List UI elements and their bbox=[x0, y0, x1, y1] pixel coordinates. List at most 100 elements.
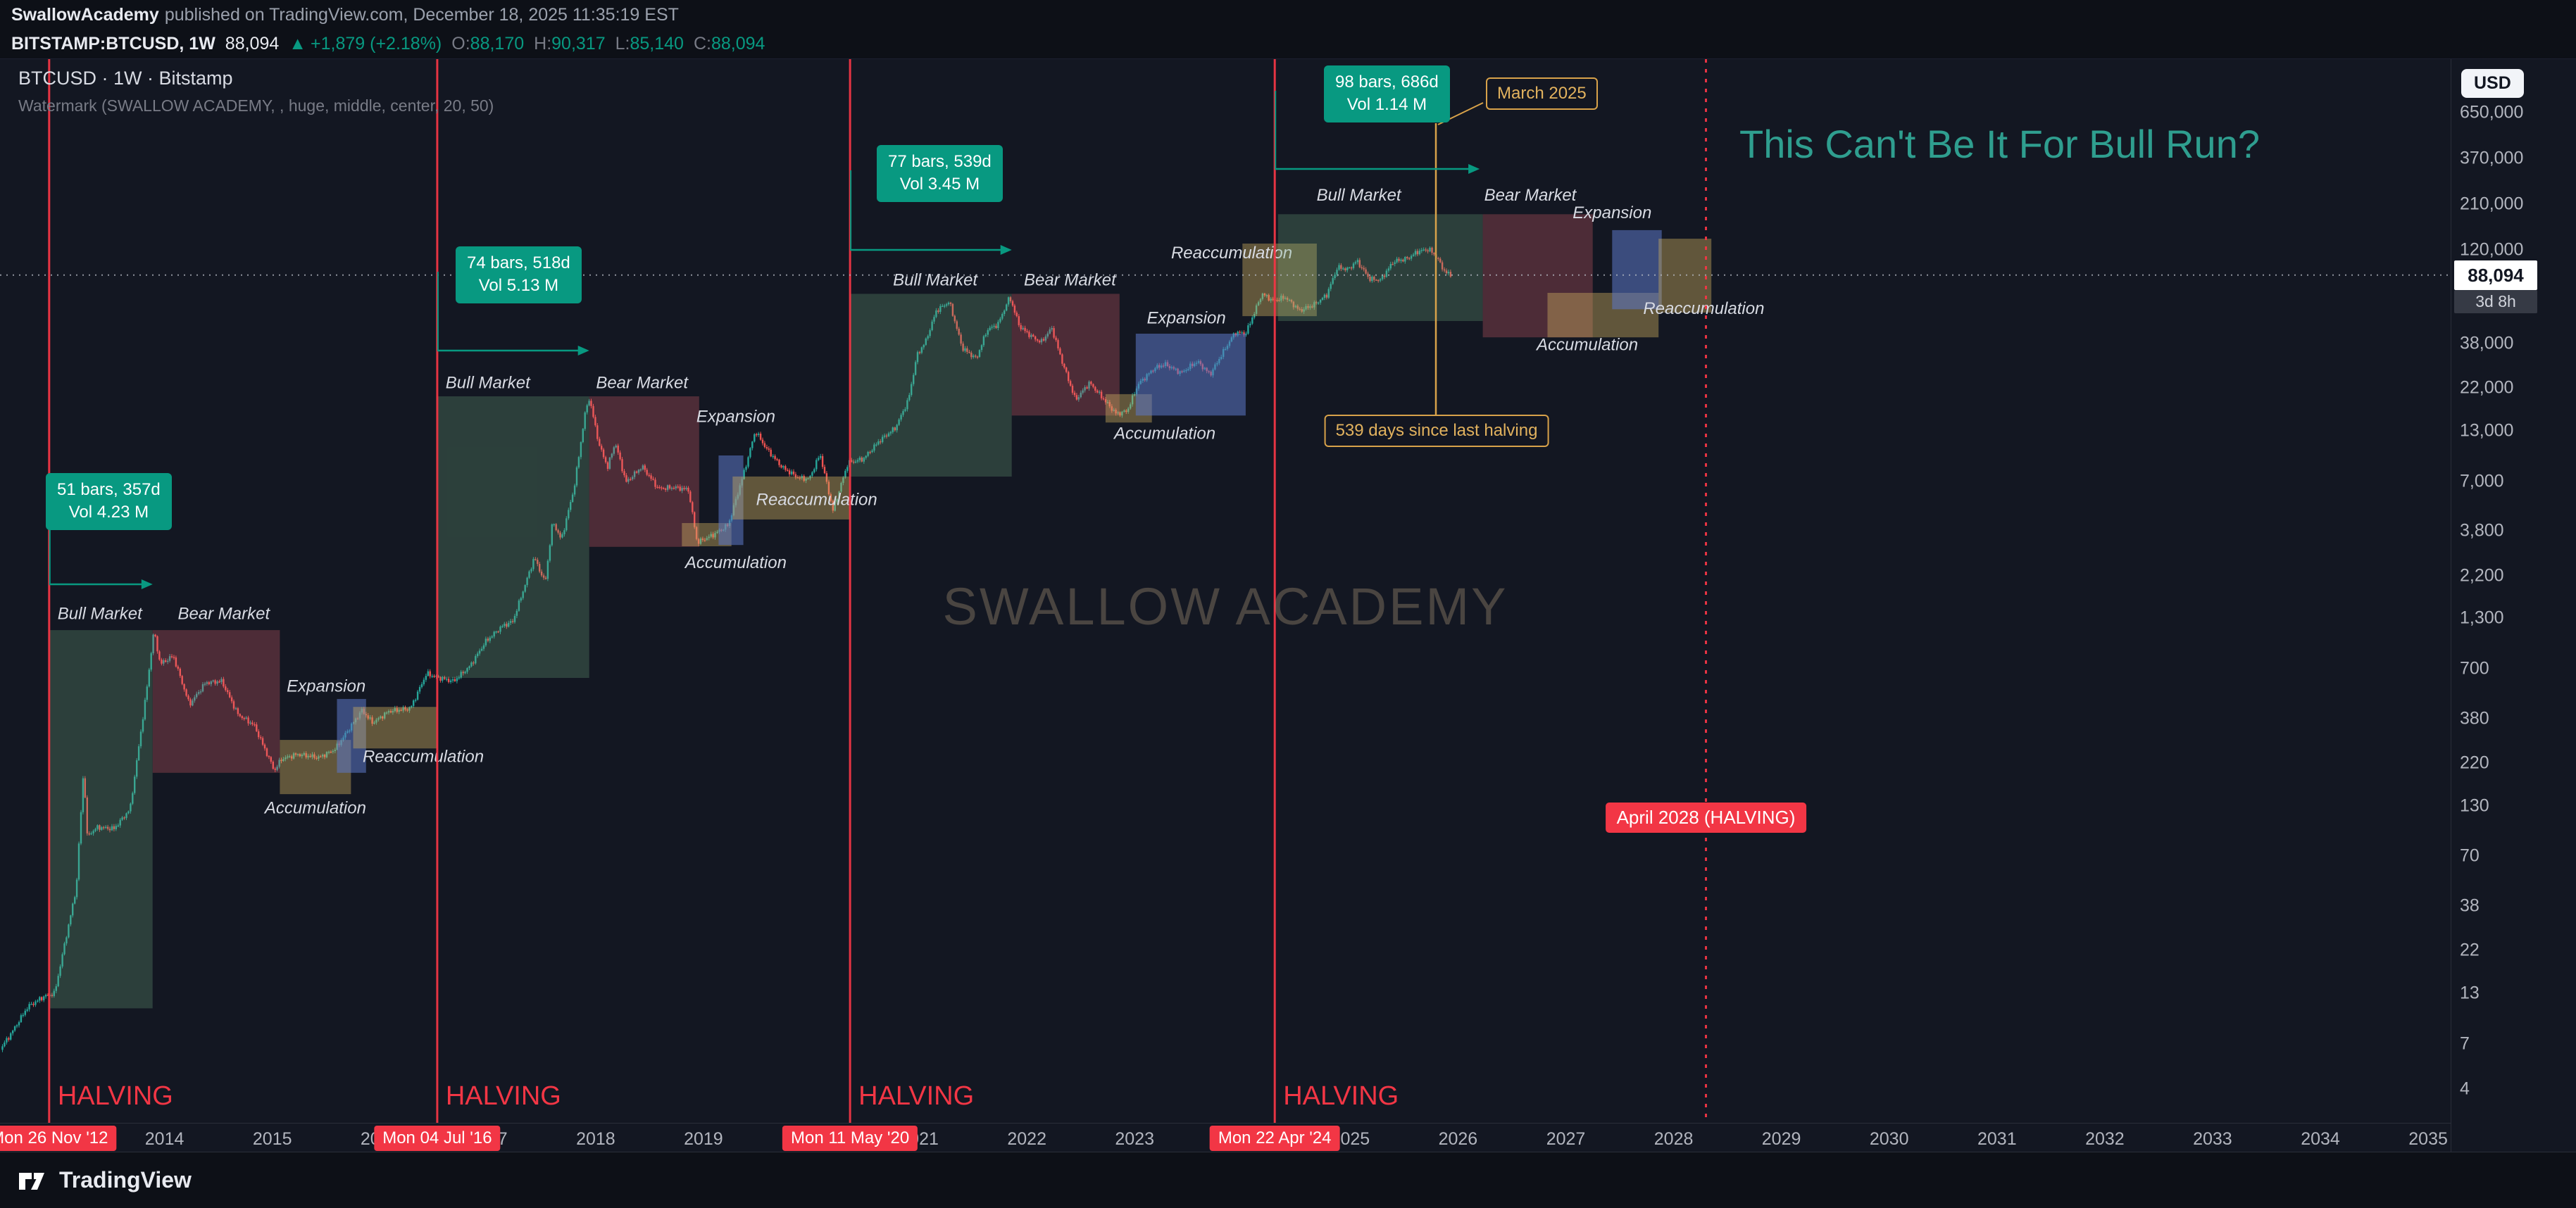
year-tick-label: 2031 bbox=[1977, 1129, 2017, 1149]
legend-watermark-script[interactable]: Watermark (SWALLOW ACADEMY, , huge, midd… bbox=[18, 96, 494, 115]
measure-arrowhead-icon bbox=[1468, 164, 1480, 174]
phase-label-bear: Bear Market bbox=[177, 605, 270, 624]
price-tick-label: 38 bbox=[2460, 895, 2480, 916]
phase-zone-bear[interactable] bbox=[589, 396, 699, 547]
price-tick-label: 22 bbox=[2460, 940, 2480, 960]
tradingview-logo[interactable] bbox=[15, 1164, 48, 1197]
currency-toggle-button[interactable]: USD bbox=[2461, 69, 2524, 98]
phase-label-acc: Accumulation bbox=[263, 798, 366, 817]
year-tick-label: 2022 bbox=[1007, 1129, 1046, 1149]
price-tick-label: 220 bbox=[2460, 753, 2489, 773]
legend-symbol[interactable]: BTCUSD · 1W · Bitstamp bbox=[18, 68, 233, 89]
phase-zones-group: Bull Market Bear Market Accumulation Expans… bbox=[49, 186, 1764, 1009]
phase-label-acc: Accumulation bbox=[684, 553, 787, 572]
low-label: L: bbox=[615, 34, 630, 54]
chart-canvas[interactable]: Bull Market Bear Market Accumulation Expans… bbox=[0, 59, 2451, 1123]
phase-label-reacc: Reaccumulation bbox=[363, 748, 484, 767]
march-2025-callout[interactable]: March 2025 bbox=[1486, 77, 1598, 110]
phase-label-exp: Expansion bbox=[696, 408, 775, 427]
measurement-volume: Vol 3.45 M bbox=[899, 175, 980, 194]
phase-zone-bull[interactable] bbox=[850, 294, 1012, 477]
halving-text-label[interactable]: HALVING bbox=[445, 1081, 561, 1111]
high-value: 90,317 bbox=[551, 34, 606, 54]
halving-date-tag[interactable]: Mon 22 Apr '24 bbox=[1209, 1126, 1340, 1151]
phase-zone-reacc[interactable] bbox=[732, 476, 851, 520]
idea-title-annotation[interactable]: This Can't Be It For Bull Run? bbox=[1739, 122, 2260, 166]
phase-zone-bear[interactable] bbox=[1482, 214, 1593, 338]
measurement-bars: 51 bars, 357d bbox=[57, 480, 161, 499]
year-tick-label: 2033 bbox=[2193, 1129, 2232, 1149]
price-tick-label: 13 bbox=[2460, 983, 2480, 1003]
phase-label-reacc: Reaccumulation bbox=[1171, 244, 1292, 263]
symbol-title[interactable]: BITSTAMP:BTCUSD, 1W bbox=[11, 34, 215, 54]
phase-zone-bull[interactable] bbox=[1277, 214, 1483, 321]
year-tick-label: 2034 bbox=[2301, 1129, 2340, 1149]
phase-zone-exp[interactable] bbox=[1612, 229, 1662, 310]
price-tick-label: 22,000 bbox=[2460, 377, 2514, 398]
phase-label-bear: Bear Market bbox=[596, 374, 689, 393]
phase-zone-exp[interactable] bbox=[337, 698, 366, 773]
measure-arrowhead-icon bbox=[1000, 245, 1012, 255]
measurement-label[interactable]: 51 bars, 357d Vol 4.23 M bbox=[46, 473, 172, 530]
candles-group bbox=[1, 246, 1452, 1052]
halving-text-label[interactable]: HALVING bbox=[57, 1081, 173, 1111]
price-tick-label: 210,000 bbox=[2460, 194, 2524, 214]
price-tick-label: 380 bbox=[2460, 708, 2489, 729]
phase-zone-exp[interactable] bbox=[718, 455, 744, 546]
phase-label-reacc: Reaccumulation bbox=[1643, 299, 1764, 318]
published-info: published on TradingView.com, December 1… bbox=[164, 4, 679, 25]
phase-zone-reacc[interactable] bbox=[353, 707, 437, 749]
days-since-halving-callout[interactable]: 539 days since last halving bbox=[1324, 415, 1549, 447]
halving-text-label[interactable]: HALVING bbox=[1283, 1081, 1399, 1111]
price-tick-label: 38,000 bbox=[2460, 333, 2514, 353]
time-axis[interactable]: 2013201420152016201720182019202020212022… bbox=[0, 1123, 2451, 1152]
change-arrow-icon: ▲ bbox=[289, 34, 307, 54]
low-value: 85,140 bbox=[630, 34, 684, 54]
phase-label-exp: Expansion bbox=[1573, 203, 1651, 222]
next-halving-label[interactable]: April 2028 (HALVING) bbox=[1605, 803, 1807, 833]
symbol-info-bar: BITSTAMP:BTCUSD, 1W 88,094 ▲ +1,879 (+2.… bbox=[0, 30, 2576, 59]
phase-label-acc: Accumulation bbox=[1535, 336, 1638, 355]
year-tick-label: 2015 bbox=[252, 1129, 292, 1149]
phase-zone-bull[interactable] bbox=[437, 396, 589, 678]
phase-label-reacc: Reaccumulation bbox=[756, 491, 877, 510]
measure-arrowhead-icon bbox=[141, 579, 153, 589]
price-tick-label: 130 bbox=[2460, 795, 2489, 816]
halving-date-tag[interactable]: Mon 26 Nov '12 bbox=[0, 1126, 117, 1151]
price-tick-label: 3,800 bbox=[2460, 520, 2504, 541]
halving-date-tag[interactable]: Mon 11 May '20 bbox=[782, 1126, 918, 1151]
measure-arrowhead-icon bbox=[577, 346, 589, 356]
price-tick-label: 7,000 bbox=[2460, 471, 2504, 491]
year-tick-label: 2029 bbox=[1761, 1129, 1801, 1149]
measurement-volume: Vol 1.14 M bbox=[1346, 95, 1427, 115]
last-price: 88,094 bbox=[225, 34, 280, 54]
phase-zone-bear[interactable] bbox=[1011, 294, 1120, 416]
price-tick-label: 13,000 bbox=[2460, 420, 2514, 441]
phase-zone-bull[interactable] bbox=[49, 630, 153, 1009]
year-tick-label: 2026 bbox=[1438, 1129, 1478, 1149]
phase-label-bull: Bull Market bbox=[893, 271, 978, 290]
measurement-label[interactable]: 77 bars, 539d Vol 3.45 M bbox=[877, 145, 1003, 202]
footer-bar: TradingView bbox=[0, 1152, 2576, 1208]
year-tick-label: 2032 bbox=[2085, 1129, 2125, 1149]
price-axis[interactable]: USD 88,094 3d 8h 650,000 370,000 210,000 12… bbox=[2451, 59, 2576, 1152]
phase-zone-exp[interactable] bbox=[1135, 334, 1246, 416]
year-tick-label: 2027 bbox=[1546, 1129, 1586, 1149]
phase-zone-bear[interactable] bbox=[152, 630, 280, 773]
published-info-bar: SwallowAcademy published on TradingView.… bbox=[0, 0, 2576, 30]
price-chart-svg: Bull Market Bear Market Accumulation Expans… bbox=[0, 59, 2451, 1123]
phase-zone-reacc[interactable] bbox=[1242, 244, 1317, 317]
halving-date-tag[interactable]: Mon 04 Jul '16 bbox=[374, 1126, 501, 1151]
year-tick-label: 2035 bbox=[2408, 1129, 2448, 1149]
tradingview-brand-link[interactable]: TradingView bbox=[59, 1167, 192, 1193]
measurement-label[interactable]: 98 bars, 686d Vol 1.14 M bbox=[1324, 65, 1450, 122]
phase-label-bear: Bear Market bbox=[1024, 271, 1117, 290]
price-tick-label: 4 bbox=[2460, 1078, 2470, 1099]
halving-text-label[interactable]: HALVING bbox=[858, 1081, 975, 1111]
open-label: O: bbox=[451, 34, 470, 54]
publisher-name[interactable]: SwallowAcademy bbox=[11, 4, 159, 25]
close-label: C: bbox=[693, 34, 711, 54]
measurement-label[interactable]: 74 bars, 518d Vol 5.13 M bbox=[456, 246, 582, 303]
price-tick-label: 370,000 bbox=[2460, 148, 2524, 168]
